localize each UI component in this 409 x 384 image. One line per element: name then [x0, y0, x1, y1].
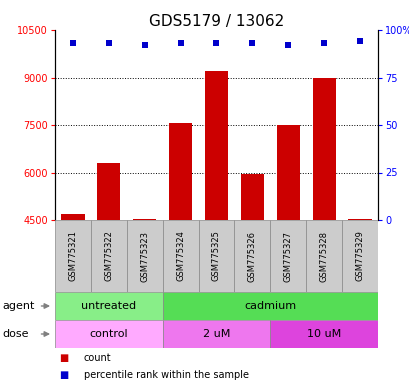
Point [320, 40, 327, 46]
Text: 2 uM: 2 uM [202, 329, 229, 339]
Text: GSM775328: GSM775328 [319, 230, 328, 281]
Point [284, 42, 291, 48]
Text: GSM775329: GSM775329 [355, 230, 364, 281]
Text: ■: ■ [59, 370, 68, 380]
Bar [341, 220, 377, 292]
Bar [270, 220, 306, 292]
Point [141, 42, 148, 48]
Bar [61, 214, 84, 220]
Bar [162, 292, 377, 320]
Text: count: count [83, 353, 111, 363]
Bar [55, 220, 91, 292]
Bar [162, 220, 198, 292]
Bar [270, 320, 377, 348]
Title: GDS5179 / 13062: GDS5179 / 13062 [148, 14, 283, 29]
Bar [240, 174, 263, 220]
Text: 10 uM: 10 uM [306, 329, 340, 339]
Point [177, 40, 184, 46]
Bar [312, 78, 335, 220]
Text: GSM775324: GSM775324 [176, 230, 184, 281]
Point [249, 40, 255, 46]
Point [70, 40, 76, 46]
Bar [348, 219, 371, 220]
Bar [234, 220, 270, 292]
Bar [97, 163, 120, 220]
Text: GSM775327: GSM775327 [283, 230, 292, 281]
Point [356, 38, 362, 45]
Text: GSM775321: GSM775321 [68, 230, 77, 281]
Bar [204, 71, 227, 220]
Text: GSM775322: GSM775322 [104, 230, 113, 281]
Bar [198, 220, 234, 292]
Text: untreated: untreated [81, 301, 136, 311]
Bar [91, 220, 126, 292]
Text: ■: ■ [59, 353, 68, 363]
Bar [55, 320, 162, 348]
Bar [169, 123, 192, 220]
Text: percentile rank within the sample: percentile rank within the sample [83, 370, 248, 380]
Text: agent: agent [2, 301, 34, 311]
Point [105, 40, 112, 46]
Bar [276, 125, 299, 220]
Text: cadmium: cadmium [244, 301, 296, 311]
Text: GSM775323: GSM775323 [140, 230, 149, 281]
Bar [133, 219, 156, 220]
Bar [162, 320, 270, 348]
Text: GSM775326: GSM775326 [247, 230, 256, 281]
Text: control: control [89, 329, 128, 339]
Bar [55, 292, 162, 320]
Point [213, 40, 219, 46]
Bar [306, 220, 341, 292]
Text: dose: dose [2, 329, 29, 339]
Text: GSM775325: GSM775325 [211, 230, 220, 281]
Bar [126, 220, 162, 292]
